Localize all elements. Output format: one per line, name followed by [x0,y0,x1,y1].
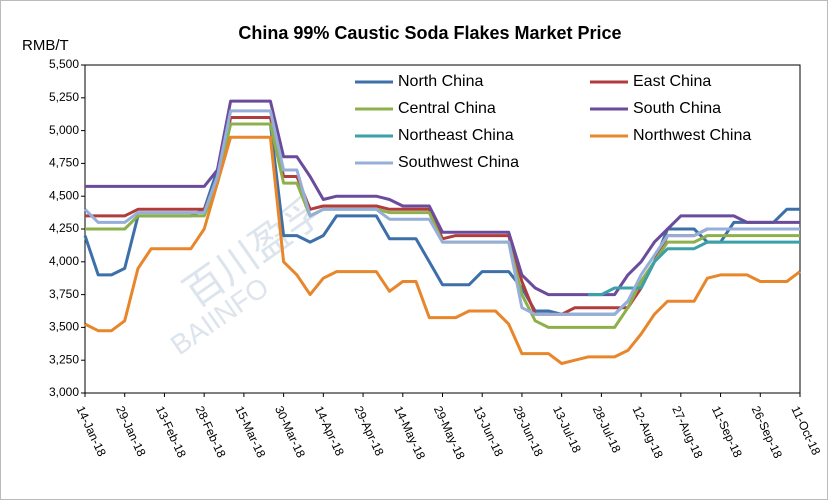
series-line [85,99,800,297]
y-axis-label: RMB/T [22,37,69,54]
y-tick-label: 3,000 [49,385,79,399]
legend-label: Northeast China [398,127,514,144]
chart-title: China 99% Caustic Soda Flakes Market Pri… [238,23,621,43]
y-tick-label: 4,750 [49,156,79,170]
y-tick-label: 5,250 [49,90,79,104]
y-tick-label: 3,500 [49,320,79,334]
y-tick-label: 5,500 [49,57,79,71]
legend: North China East China Central China South … [355,73,751,171]
y-tick-label: 5,000 [49,123,79,137]
series-line [83,109,800,316]
y-tick-label: 3,750 [49,287,79,301]
y-tick-label: 4,250 [49,221,79,235]
series-line [84,135,801,365]
y-tick-label: 4,000 [49,254,79,268]
y-tick-label: 3,250 [49,352,79,366]
legend-label: Central China [398,100,496,117]
legend-label: South China [633,100,721,117]
legend-label: Northwest China [633,127,751,144]
legend-label: East China [633,73,711,90]
legend-label: North China [398,73,483,90]
legend-label: Southwest China [398,154,519,171]
y-tick-label: 4,500 [49,188,79,202]
series-line [588,240,800,297]
